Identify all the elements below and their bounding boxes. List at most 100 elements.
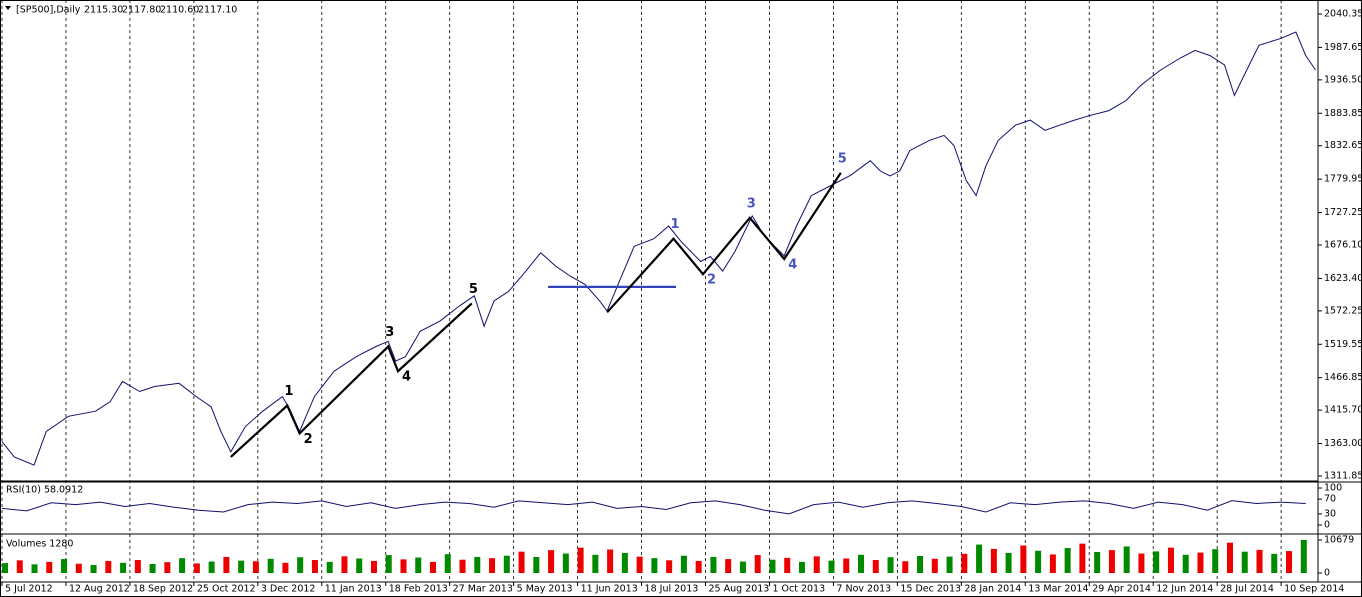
volume-bar	[282, 562, 289, 573]
volume-bar	[843, 558, 850, 573]
rsi-title: RSI(10) 58.0912	[6, 485, 83, 496]
volume-bar	[46, 561, 53, 573]
wave-label: 4	[402, 370, 411, 385]
volume-bar	[164, 562, 171, 573]
x-tick-label: 18 Feb 2013	[389, 584, 448, 595]
volume-bar	[2, 563, 8, 573]
volume-bar	[1138, 553, 1145, 573]
x-tick-label: 25 Oct 2012	[197, 584, 256, 595]
y-tick-label: 10679	[1324, 535, 1354, 546]
x-tick-label: 5 Jul 2012	[5, 584, 53, 595]
y-tick-label: 2040.35	[1324, 9, 1362, 20]
volume-bar	[370, 560, 377, 573]
volume-bar	[1286, 551, 1293, 573]
volume-bar	[695, 560, 702, 573]
volume-bar	[356, 558, 363, 573]
y-tick-label: 0	[1324, 568, 1330, 579]
volume-bar	[902, 561, 909, 573]
x-tick-label: 27 Mar 2013	[453, 584, 513, 595]
volume-bar	[1241, 551, 1248, 573]
x-tick-label: 10 Sep 2014	[1284, 584, 1344, 595]
ohlc-open: 2115.30	[84, 5, 123, 16]
volume-bar	[149, 564, 156, 573]
x-tick-label: 28 Jul 2014	[1220, 584, 1274, 595]
x-tick-label: 18 Sep 2012	[133, 584, 193, 595]
volume-bar	[577, 547, 584, 573]
x-tick-label: 11 Jun 2013	[581, 584, 638, 595]
volume-bar	[710, 556, 717, 573]
volume-bar	[223, 556, 230, 573]
x-tick-label: 25 Aug 2013	[709, 584, 770, 595]
volume-bar	[459, 559, 466, 573]
volume-bar	[533, 556, 540, 573]
y-tick-label: 1727.25	[1324, 207, 1362, 218]
volume-bar	[931, 558, 938, 573]
volume-bar	[636, 556, 643, 573]
volume-bar	[592, 554, 599, 573]
wave-line	[230, 302, 473, 458]
volume-bar	[385, 555, 392, 573]
wave-label: 5	[469, 282, 478, 297]
y-tick-label: 100	[1324, 483, 1342, 494]
ohlc-high: 2117.80	[122, 5, 161, 16]
volume-bar	[1079, 543, 1086, 573]
volume-bar	[1094, 551, 1101, 573]
volume-bar	[1300, 540, 1307, 573]
x-tick-label: 13 Mar 2014	[1028, 584, 1088, 595]
wave-label: 2	[304, 432, 313, 447]
volume-bar	[61, 559, 68, 573]
volume-bar	[267, 558, 274, 573]
volume-bar	[105, 560, 112, 573]
x-tick-label: 28 Jan 2014	[964, 584, 1021, 595]
volume-bar	[179, 558, 186, 573]
volume-bar	[120, 562, 127, 573]
wave-line	[606, 172, 842, 314]
volume-bar	[798, 561, 805, 573]
volume-title: Volumes 1280	[6, 539, 73, 550]
wave-label: 1	[284, 384, 293, 399]
volume-bar	[1197, 552, 1204, 573]
volume-bar	[1212, 549, 1219, 573]
volume-bar	[917, 556, 924, 573]
x-tick-label: 12 Aug 2012	[69, 584, 130, 595]
volume-bar	[252, 561, 259, 573]
x-tick-label: 11 Jan 2013	[325, 584, 382, 595]
menu-arrow[interactable]	[5, 6, 11, 10]
volume-bar	[607, 549, 614, 573]
volume-bar	[754, 555, 761, 573]
y-tick-label: 1311.85	[1324, 470, 1362, 481]
volume-bar	[990, 548, 997, 573]
y-tick-label: 1676.10	[1324, 239, 1362, 250]
volume-bar	[341, 556, 348, 573]
volume-bar	[1153, 551, 1160, 573]
volume-bar	[680, 555, 687, 573]
volume-bar	[489, 558, 496, 573]
y-tick-label: 1415.70	[1324, 405, 1362, 416]
volume-bar	[872, 560, 879, 573]
y-tick-label: 1519.55	[1324, 339, 1362, 350]
y-tick-label: 1832.65	[1324, 140, 1362, 151]
ohlc-low: 2110.60	[160, 5, 199, 16]
volume-bar	[784, 557, 791, 573]
symbol: [SP500],Daily	[16, 5, 81, 16]
volume-bar	[474, 556, 481, 573]
volume-bar	[548, 550, 555, 573]
y-tick-label: 1623.40	[1324, 273, 1362, 284]
volume-bar	[828, 560, 835, 573]
x-tick-label: 12 Jun 2014	[1156, 584, 1213, 595]
volume-bar	[1108, 550, 1115, 573]
volume-bar	[208, 561, 215, 573]
volume-bar	[739, 561, 746, 573]
volume-bar	[326, 561, 333, 573]
wave-label: 3	[385, 325, 394, 340]
volume-bar	[621, 552, 628, 573]
volume-bar	[769, 559, 776, 573]
x-tick-label: 7 Nov 2013	[836, 584, 891, 595]
volume-bar	[651, 558, 658, 573]
x-tick-label: 29 Apr 2014	[1092, 584, 1151, 595]
y-tick-label: 1936.50	[1324, 74, 1362, 85]
y-tick-label: 30	[1324, 508, 1336, 519]
volume-bar	[1167, 547, 1174, 573]
volume-bar	[90, 564, 97, 573]
y-tick-label: 1363.00	[1324, 438, 1362, 449]
